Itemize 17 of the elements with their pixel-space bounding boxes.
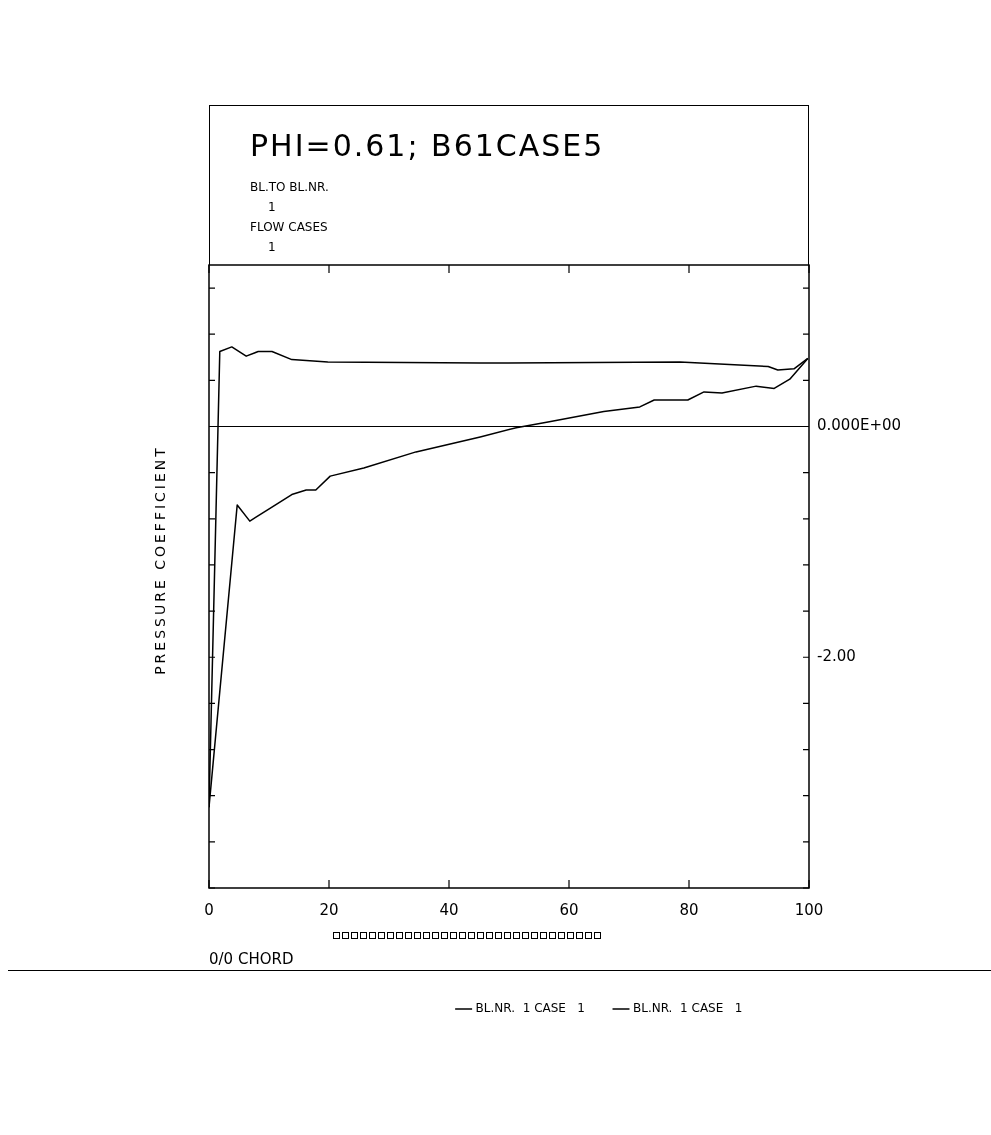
y-axis-title: PRESSURE COEFFICIENT <box>152 445 168 675</box>
legend-label: BL.NR. 1 CASE 1 <box>633 1001 743 1016</box>
text: 1 <box>268 240 276 254</box>
x-tick-label: 80 <box>679 900 699 919</box>
x-tick-label: 100 <box>794 900 824 919</box>
x-axis-title: 0/0 CHORD <box>209 949 294 968</box>
text: BL.TO BL.NR. <box>250 180 329 194</box>
x-tick-label: 0 <box>204 900 214 919</box>
x-tick-label: 40 <box>439 900 459 919</box>
chart-title: PHI=0.61; B61CASE5 <box>250 128 605 163</box>
x-tick-label: 60 <box>559 900 579 919</box>
y-tick-label: 0.000E+00 <box>817 416 902 435</box>
text: 1 <box>268 200 276 214</box>
text: FLOW CASES <box>250 220 328 234</box>
x-tick-label: 20 <box>319 900 339 919</box>
legend-label: BL.NR. 1 CASE 1 <box>475 1001 586 1016</box>
y-tick-label: -2.00 <box>817 647 856 666</box>
